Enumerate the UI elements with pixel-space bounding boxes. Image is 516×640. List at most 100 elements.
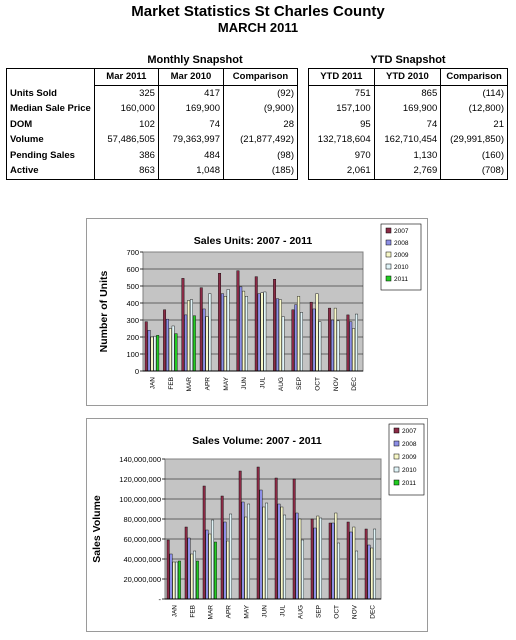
table-row: Median Sale Price 160,000 169,900 (9,900): [7, 101, 298, 117]
header-blank: [7, 69, 95, 86]
bar-2007-jun: [256, 466, 260, 600]
chart-title: Sales Units: 2007 - 2011: [194, 235, 313, 247]
bar-2007-nov: [346, 521, 350, 600]
bar-2008-sep: [313, 527, 317, 600]
y-tick-label: 100: [126, 350, 139, 359]
y-axis-label: Number of Units: [98, 271, 110, 353]
bar-2007-feb: [184, 526, 188, 600]
bar-2010-mar: [211, 519, 215, 600]
table-cell: 74: [373, 116, 441, 132]
bar-2009-dec: [352, 328, 356, 372]
table-cell: 863: [93, 163, 159, 179]
sales-volume-chart-svg: - 20,000,000 40,000,000 60,000,000 80,000,00…: [91, 423, 425, 620]
y-tick-label: 300: [126, 316, 139, 325]
legend-label: 2011: [394, 276, 408, 283]
sales-units-chart: 0 100 200 300 400 500 600 700 JAN FEB MAR APR MAY JUN…: [86, 218, 428, 406]
bar-2007-dec: [364, 528, 368, 600]
bar-2011-feb: [174, 333, 178, 372]
bar-2008-feb: [166, 318, 169, 372]
bar-2007-may: [218, 273, 222, 372]
y-tick-label: 140,000,000: [119, 455, 161, 464]
table-row: Units Sold 325 417 (92): [7, 85, 298, 101]
bar-2010-jun: [245, 295, 248, 372]
table-row: 751 865 (114): [308, 85, 508, 101]
bar-2007-jun: [236, 270, 240, 372]
legend-swatch-2007: [393, 427, 400, 434]
bar-2010-jan: [153, 335, 157, 372]
bar-2008-apr: [223, 521, 227, 600]
bar-2007-aug: [273, 279, 277, 372]
x-tick-label: JAN: [149, 377, 156, 390]
bar-2008-dec: [349, 321, 353, 372]
table-cell: 2,769: [373, 163, 441, 179]
legend-swatch-2011: [385, 275, 392, 282]
bar-2009-aug: [278, 299, 282, 372]
bar-2010-oct: [318, 321, 322, 372]
bar-2010-jun: [265, 502, 269, 600]
y-tick-label: 20,000,000: [123, 575, 161, 584]
bar-2010-feb: [193, 550, 197, 600]
table-row: Active 863 1,048 (185): [7, 163, 298, 179]
column-header: YTD 2010: [373, 68, 442, 86]
x-tick-label: OCT: [333, 605, 340, 619]
table-row: 970 1,130 (160): [308, 147, 508, 163]
x-tick-label: DEC: [351, 377, 358, 391]
bar-2007-sep: [310, 518, 314, 600]
legend-swatch-2010: [393, 466, 400, 473]
table-cell: 21: [440, 116, 508, 132]
bar-2007-apr: [199, 287, 203, 372]
bar-2007-may: [238, 470, 242, 600]
legend-label: 2007: [402, 428, 417, 435]
bar-2008-jun: [259, 489, 263, 600]
column-header: Mar 2011: [93, 68, 159, 86]
legend-label: 2007: [394, 228, 409, 235]
table-row: Volume 57,486,505 79,363,997 (21,877,492): [7, 132, 298, 148]
column-header: Comparison: [440, 68, 508, 86]
table-cell: 132,718,604: [308, 132, 375, 148]
bar-2010-dec: [373, 528, 377, 600]
x-tick-label: APR: [204, 377, 211, 391]
bar-2007-jul: [274, 477, 278, 600]
table-cell: 865: [373, 85, 441, 101]
table-cell: (21,877,492): [223, 132, 298, 148]
x-tick-label: AUG: [297, 605, 304, 619]
x-tick-label: MAR: [207, 605, 214, 620]
plot-area: [164, 458, 382, 600]
bar-2008-dec: [367, 544, 371, 600]
x-tick-label: DEC: [369, 605, 376, 619]
bar-2010-apr: [208, 293, 212, 372]
bar-2007-jan: [166, 539, 170, 600]
table-cell: 386: [93, 147, 159, 163]
table-cell: (92): [223, 85, 298, 101]
bar-2011-feb: [196, 560, 199, 600]
legend-label: 2009: [394, 252, 409, 259]
table-cell: 79,363,997: [157, 132, 224, 148]
table-cell: 169,900: [373, 101, 441, 117]
bar-2008-mar: [205, 529, 209, 600]
x-tick-label: APR: [225, 605, 232, 619]
row-label: Active: [10, 165, 39, 177]
row-label: Pending Sales: [10, 149, 75, 161]
bar-2008-jan: [147, 329, 151, 372]
bar-2007-mar: [181, 278, 185, 372]
x-tick-label: JAN: [171, 605, 178, 618]
monthly-snapshot-table: Mar 2011 Mar 2010 Comparison Units Sold 3…: [6, 68, 298, 180]
monthly-snapshot-title: Monthly Snapshot: [147, 54, 243, 66]
bar-2010-jul: [283, 514, 287, 600]
bar-2007-sep: [291, 309, 295, 372]
bar-2010-sep: [319, 517, 323, 600]
x-tick-label: JUL: [279, 605, 286, 617]
bar-2009-jun: [262, 506, 266, 600]
bar-2009-may: [244, 516, 248, 600]
x-tick-label: MAY: [223, 376, 230, 390]
table-cell: 160,000: [93, 101, 159, 117]
bar-2008-nov: [331, 319, 334, 372]
column-header: Mar 2010: [157, 68, 225, 86]
table-cell: 1,048: [157, 163, 224, 179]
bar-2010-dec: [355, 313, 358, 372]
bar-2008-oct: [331, 522, 335, 600]
bar-2009-jun: [242, 290, 246, 372]
bar-2011-jan: [178, 560, 181, 600]
y-tick-label: -: [159, 595, 162, 604]
x-tick-label: FEB: [189, 605, 196, 618]
